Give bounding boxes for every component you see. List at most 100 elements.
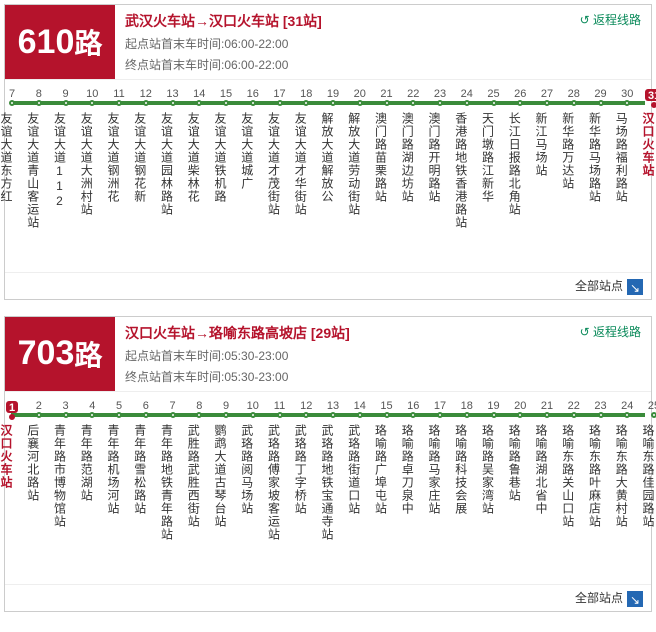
stop-marker[interactable]: 3 [57,400,75,418]
stop-marker[interactable]: 14 [190,88,208,106]
stop-marker[interactable]: 17 [271,88,289,106]
stop-marker[interactable]: 13 [164,88,182,106]
stop-marker[interactable]: 11 [271,400,289,418]
stop-marker[interactable]: 28 [565,88,583,106]
stop-label[interactable]: 友谊大道园林路站 [158,112,176,219]
stop-label[interactable]: 友谊大道112 [51,112,69,212]
stop-label[interactable]: 友谊大道大洲村站 [77,112,95,219]
stop-label[interactable]: 珞喻东路佳园路站 [639,424,656,531]
return-route-link[interactable]: 返程线路 [580,323,641,340]
stop-marker[interactable]: 2 [30,400,48,418]
stop-marker[interactable]: 12 [297,400,315,418]
stop-label[interactable]: 珞喻东路关山口站 [559,424,577,531]
stop-marker[interactable]: 23 [592,400,610,418]
stop-label[interactable]: 鹦鹉大道古琴台站 [211,424,229,531]
stop-marker[interactable]: 5 [110,400,128,418]
stop-label[interactable]: 澳门路湖边坊站 [398,112,416,206]
stop-label[interactable]: 友谊大道钢花新 [131,112,149,206]
stop-marker[interactable]: 22 [404,88,422,106]
stop-marker[interactable]: 8 [30,88,48,106]
stop-label[interactable]: 新华路万达站 [559,112,577,193]
stop-label[interactable]: 后襄河北路站 [24,424,42,505]
stop-marker[interactable]: 18 [297,88,315,106]
stop-label[interactable]: 青年路地铁青年路站 [158,424,176,544]
stop-label[interactable]: 长江日报路北角站 [505,112,523,219]
stop-marker[interactable]: 25 [485,88,503,106]
stop-label[interactable]: 友谊大道才华街站 [291,112,309,219]
stop-marker[interactable]: 21 [378,88,396,106]
stop-marker[interactable]: 9 [57,88,75,106]
stop-label[interactable]: 珞喻路马家庄站 [425,424,443,518]
stop-label[interactable]: 澳门路开明路站 [425,112,443,206]
stop-marker[interactable]: 16 [244,88,262,106]
stop-label[interactable]: 汉口火车站 [639,112,656,180]
stop-marker[interactable]: 19 [485,400,503,418]
stop-marker[interactable]: 12 [137,88,155,106]
stop-marker[interactable]: 6 [137,400,155,418]
stop-marker[interactable]: 30 [618,88,636,106]
stop-label[interactable]: 武珞路阅马场站 [238,424,256,518]
stop-marker[interactable]: 16 [404,400,422,418]
stop-label[interactable]: 珞喻路鲁巷站 [505,424,523,505]
stop-label[interactable]: 青年路机场河站 [104,424,122,518]
stop-label[interactable]: 珞喻东路大黄村站 [612,424,630,531]
stop-marker[interactable]: 25 [645,400,656,418]
stop-marker[interactable]: 27 [538,88,556,106]
stop-label[interactable]: 友谊大道青山客运站 [24,112,42,232]
stop-label[interactable]: 珞喻东路叶麻店站 [586,424,604,531]
stop-label[interactable]: 友谊大道才茂街站 [265,112,283,219]
stop-label[interactable]: 友谊大道东方红 [0,112,15,206]
stop-label[interactable]: 武珞路傅家坡客运站 [265,424,283,544]
all-stops-label[interactable]: 全部站点 [575,279,623,293]
stop-marker[interactable]: 29 [592,88,610,106]
stop-label[interactable]: 珞喻路卓刀泉中 [398,424,416,518]
stop-label[interactable]: 友谊大道柴林花 [184,112,202,206]
all-stops-label[interactable]: 全部站点 [575,591,623,605]
stop-label[interactable]: 武胜路武胜西街站 [184,424,202,531]
stop-label[interactable]: 新江马场站 [532,112,550,180]
stop-marker[interactable]: 7 [3,88,21,106]
stop-marker[interactable]: 7 [164,400,182,418]
stop-marker[interactable]: 14 [351,400,369,418]
stop-marker[interactable]: 10 [83,88,101,106]
stop-marker[interactable]: 10 [244,400,262,418]
stop-label[interactable]: 解放大道劳动街站 [345,112,363,219]
stop-label[interactable]: 马场路福利路站 [612,112,630,206]
stop-marker[interactable]: 23 [431,88,449,106]
stop-marker[interactable]: 19 [324,88,342,106]
stop-marker[interactable]: 24 [618,400,636,418]
stop-marker[interactable]: 22 [565,400,583,418]
stop-marker[interactable]: 11 [110,88,128,106]
stop-marker[interactable]: 13 [324,400,342,418]
stop-label[interactable]: 新华路马场路站 [586,112,604,206]
stop-marker[interactable]: 21 [538,400,556,418]
stop-label[interactable]: 汉口火车站 [0,424,15,492]
stop-label[interactable]: 友谊大道城广 [238,112,256,193]
expand-icon[interactable] [627,591,643,607]
stop-label[interactable]: 武珞路地铁宝通寺站 [318,424,336,544]
stop-marker[interactable]: 26 [511,88,529,106]
stop-label[interactable]: 友谊大道铁机路 [211,112,229,206]
stop-label[interactable]: 友谊大道钢洲花 [104,112,122,206]
stop-label[interactable]: 青年路雪松路站 [131,424,149,518]
stop-label[interactable]: 珞喻路广埠屯站 [372,424,390,518]
stop-marker[interactable]: 24 [458,88,476,106]
expand-icon[interactable] [627,279,643,295]
stop-marker[interactable]: 1 [3,400,21,420]
stop-label[interactable]: 天门墩路江新华 [479,112,497,206]
stop-marker[interactable]: 20 [511,400,529,418]
stop-label[interactable]: 珞喻路科技会展 [452,424,470,518]
stop-marker[interactable]: 15 [217,88,235,106]
stop-label[interactable]: 香港路地铁香港路站 [452,112,470,232]
stop-marker[interactable]: 17 [431,400,449,418]
stop-label[interactable]: 武珞路街道口站 [345,424,363,518]
stop-marker[interactable]: 20 [351,88,369,106]
stop-marker[interactable]: 18 [458,400,476,418]
stop-label[interactable]: 珞喻路吴家湾站 [479,424,497,518]
stop-label[interactable]: 武珞路丁字桥站 [291,424,309,518]
stop-marker[interactable]: 31 [645,88,656,108]
stop-marker[interactable]: 9 [217,400,235,418]
stop-marker[interactable]: 15 [378,400,396,418]
stop-marker[interactable]: 8 [190,400,208,418]
stop-label[interactable]: 解放大道解放公 [318,112,336,206]
